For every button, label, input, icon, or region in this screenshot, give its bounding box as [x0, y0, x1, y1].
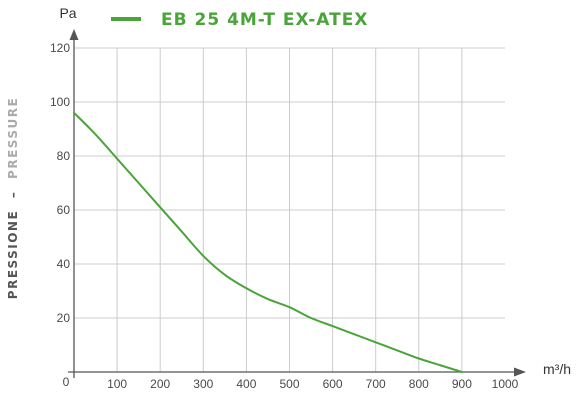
x-tick-label: 600 [323, 377, 343, 391]
y-axis-label: PRESSIONE – PRESSURE [6, 97, 20, 299]
x-tick-label: 800 [409, 377, 429, 391]
y-axis-arrow-icon [69, 29, 79, 40]
tick-labels: 100 200 300 400 500 600 700 800 900 1000204060801… [50, 41, 519, 391]
y-tick-label: 60 [57, 203, 71, 217]
x-tick-label: 700 [366, 377, 386, 391]
x-tick-label: 100 [107, 377, 127, 391]
y-tick-label: 80 [57, 149, 71, 163]
x-tick-label: 200 [150, 377, 170, 391]
y-axis-label-primary: PRESSIONE [6, 210, 20, 299]
axes [68, 29, 526, 378]
legend: EB 25 4M-T EX-ATEX [111, 10, 368, 30]
legend-label: EB 25 4M-T EX-ATEX [161, 10, 368, 30]
origin-label: 0 [63, 375, 70, 389]
y-axis-label-separator: – [6, 191, 20, 199]
y-tick-label: 40 [57, 257, 71, 271]
x-tick-label: 500 [279, 377, 299, 391]
x-tick-label: 900 [452, 377, 472, 391]
x-tick-label: 400 [236, 377, 256, 391]
y-axis-label-secondary: PRESSURE [6, 97, 20, 179]
x-tick-label: 1000 [492, 377, 519, 391]
y-tick-label: 120 [50, 41, 70, 55]
grid [74, 47, 505, 372]
y-unit-label: Pa [59, 5, 76, 21]
y-tick-label: 100 [50, 95, 70, 109]
x-unit-label: m³/h [543, 361, 571, 377]
series [73, 111, 463, 373]
series-line [73, 111, 463, 373]
x-tick-label: 300 [193, 377, 213, 391]
y-tick-label: 20 [57, 311, 71, 325]
x-axis-arrow-icon [514, 367, 526, 377]
